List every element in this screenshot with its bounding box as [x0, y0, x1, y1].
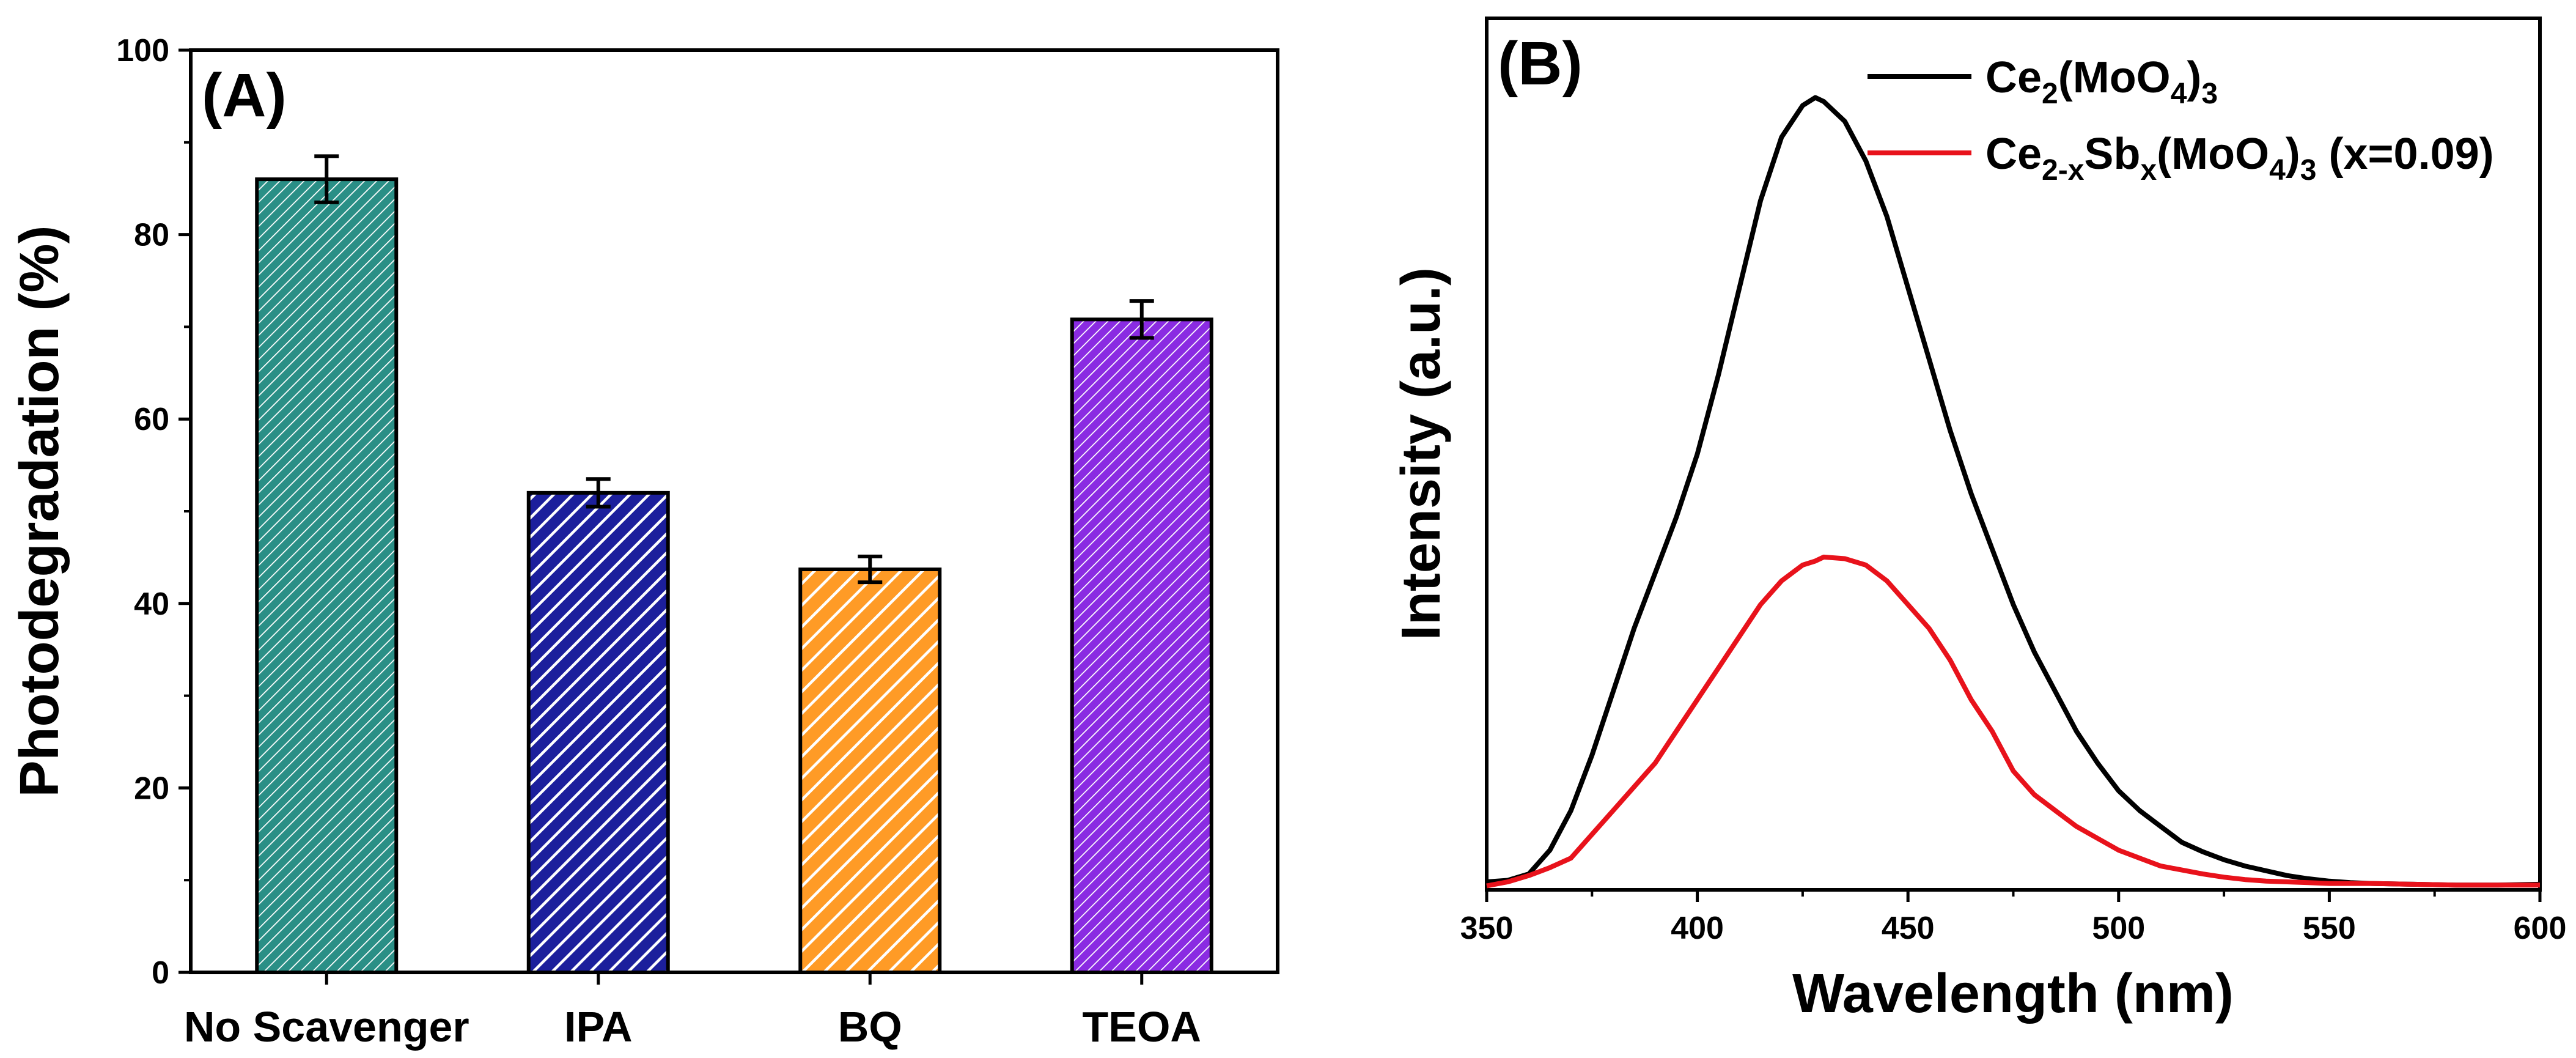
panel-b-xlabel: Wavelength (nm) — [1792, 963, 2234, 1024]
error-bar-bq — [858, 554, 883, 585]
error-bar-teoa — [1129, 299, 1154, 340]
panel-a-y-ticks: 0 20 40 60 80 100 — [116, 33, 191, 991]
y-tick-label: 80 — [134, 218, 169, 253]
x-tick-label-bq: BQ — [838, 1003, 902, 1051]
x-tick-label: 500 — [2092, 911, 2145, 946]
error-bar-ipa — [586, 477, 611, 509]
legend-item-2: Ce2-xSbx(MoO4)3 (x=0.09) — [1868, 130, 2494, 187]
error-bar-no-scavenger — [314, 154, 339, 204]
x-tick-label-no-scavenger: No Scavenger — [184, 1003, 469, 1051]
y-tick-label: 40 — [134, 586, 169, 622]
x-tick-label: 350 — [1460, 911, 1514, 946]
series-line-ce2-moo4-3 — [1486, 95, 2541, 888]
bar-no-scavenger — [255, 177, 399, 974]
y-tick-label: 20 — [134, 771, 169, 806]
panel-a: (A) Photodegradation (%) 0 20 40 60 80 100 No… — [9, 33, 1279, 1051]
panel-b: (B) Intensity (a.u.) Wavelength (nm) 350… — [1391, 17, 2567, 1024]
y-tick-label: 0 — [152, 955, 169, 991]
y-tick-label: 60 — [134, 402, 169, 437]
x-tick-label: 400 — [1671, 911, 1724, 946]
y-tick-label: 100 — [116, 33, 169, 68]
panel-b-ylabel: Intensity (a.u.) — [1391, 267, 1452, 640]
legend-item-1: Ce2(MoO4)3 — [1868, 53, 2218, 110]
panel-a-x-ticks: No Scavenger IPA BQ TEOA — [184, 972, 1201, 1051]
x-tick-label: 550 — [2303, 911, 2356, 946]
legend-label: Ce2(MoO4)3 — [1985, 53, 2218, 110]
panel-a-bars — [255, 154, 1213, 974]
panel-b-label: (B) — [1498, 29, 1583, 98]
panel-b-x-ticks: 350 400 450 500 550 600 — [1460, 890, 2567, 946]
x-tick-label-ipa: IPA — [564, 1003, 633, 1051]
panel-b-lines — [1486, 95, 2541, 889]
bar-bq — [798, 568, 942, 974]
x-tick-label-teoa: TEOA — [1083, 1003, 1201, 1051]
x-tick-label: 600 — [2514, 911, 2567, 946]
panel-a-ylabel: Photodegradation (%) — [9, 226, 70, 797]
panel-a-label: (A) — [202, 61, 287, 130]
bar-teoa — [1070, 317, 1213, 974]
bar-ipa — [526, 490, 670, 974]
legend-label: Ce2-xSbx(MoO4)3 (x=0.09) — [1985, 130, 2494, 187]
x-tick-label: 450 — [1882, 911, 1935, 946]
panel-b-legend: Ce2(MoO4)3 Ce2-xSbx(MoO4)3 (x=0.09) — [1868, 53, 2494, 187]
series-line-ce2-x-sbx-moo4-3 — [1486, 554, 2540, 889]
